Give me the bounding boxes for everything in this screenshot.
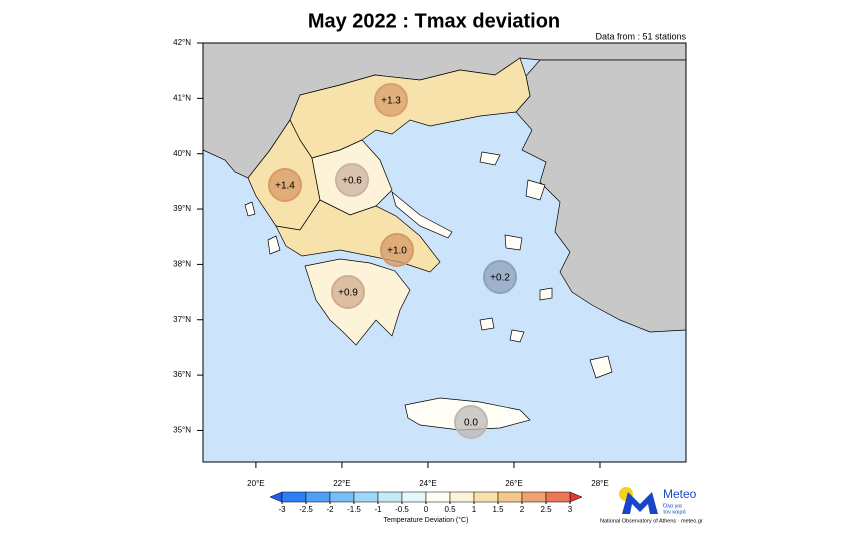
colorbar-segment [377, 491, 403, 503]
lat-tick-label: 39°N [173, 204, 191, 213]
colorbar-tick-label: -3 [278, 505, 286, 514]
lat-tick-label: 35°N [173, 426, 191, 435]
island [391, 191, 453, 239]
island [509, 329, 525, 343]
colorbar-tick-label: -0.5 [395, 505, 409, 514]
logo-mark [622, 492, 658, 514]
deviation-label: +0.2 [490, 273, 510, 284]
colorbar-tick-label: -2.5 [299, 505, 313, 514]
deviation-label: +1.4 [275, 181, 295, 192]
colorbar-segment [329, 491, 355, 503]
colorbar-segment [521, 491, 547, 503]
lat-tick-label: 40°N [173, 149, 191, 158]
deviation-bubble [380, 233, 414, 267]
island [267, 235, 281, 255]
deviation-bubble [335, 163, 369, 197]
colorbar-tick-label: 2 [520, 505, 525, 514]
deviation-bubble [483, 260, 517, 294]
colorbar-segment [305, 491, 331, 503]
lon-tick-label: 20°E [247, 479, 264, 488]
colorbar-segment [473, 491, 499, 503]
colorbar-segment [449, 491, 475, 503]
map-panel: +1.3 +1.4 +0.6 +1.0 +0.9 +0.2 0.0 [202, 42, 687, 463]
colorbar-segment [353, 491, 379, 503]
island [539, 287, 553, 301]
deviation-bubble [268, 168, 302, 202]
colorbar-segment [497, 491, 523, 503]
colorbar-segment [545, 491, 571, 503]
colorbar-tick-label: 2.5 [540, 505, 552, 514]
lat-tick-label: 37°N [173, 315, 191, 324]
lon-tick-label: 22°E [333, 479, 350, 488]
logo-tagline: Όλα για [662, 503, 683, 509]
colorbar-extend-high [569, 491, 583, 503]
colorbar-tick-label: -1.5 [347, 505, 361, 514]
lon-tick-label: 26°E [505, 479, 522, 488]
colorbar-segment [281, 491, 307, 503]
deviation-label: 0.0 [464, 418, 478, 429]
logo-tagline: τον καιρό [663, 508, 686, 515]
colorbar-tick-label: -1 [374, 505, 382, 514]
map-frame [202, 42, 687, 463]
island [589, 355, 613, 379]
island [479, 151, 501, 166]
island [244, 201, 256, 217]
station-note: Data from : 51 stations [595, 31, 686, 41]
logo: Meteo Όλα για τον καιρό National Observa… [600, 487, 703, 524]
island [479, 317, 495, 331]
colorbar-segment [401, 491, 427, 503]
logo-credit: National Observatory of Athens · meteo.g… [600, 518, 703, 524]
deviation-label: +1.0 [387, 246, 407, 257]
lon-tick-label: 28°E [591, 479, 608, 488]
colorbar-tick-label: 3 [568, 505, 573, 514]
island [504, 234, 523, 251]
colorbar-tick-label: 1 [472, 505, 477, 514]
colorbar-tick-label: 0 [424, 505, 429, 514]
lon-tick-label: 24°E [419, 479, 436, 488]
deviation-label: +1.3 [381, 96, 401, 107]
title: May 2022 : Tmax deviation [308, 10, 560, 32]
lat-tick-label: 36°N [173, 370, 191, 379]
deviation-bubble [454, 405, 488, 439]
colorbar-extend-low [269, 491, 283, 503]
colorbar-tick-label: 0.5 [444, 505, 456, 514]
deviation-bubble [374, 83, 408, 117]
logo-name: Meteo [663, 487, 697, 501]
lat-tick-label: 38°N [173, 260, 191, 269]
colorbar-title: Temperature Deviation (°C) [384, 516, 469, 524]
colorbar-tick-label: 1.5 [492, 505, 504, 514]
island [525, 179, 546, 201]
deviation-label: +0.6 [342, 176, 362, 187]
colorbar-segment [425, 491, 451, 503]
deviation-label: +0.9 [338, 288, 358, 299]
lat-tick-label: 41°N [173, 93, 191, 102]
colorbar-tick-label: -2 [326, 505, 334, 514]
lat-tick-label: 42°N [173, 38, 191, 47]
deviation-bubble [331, 275, 365, 309]
